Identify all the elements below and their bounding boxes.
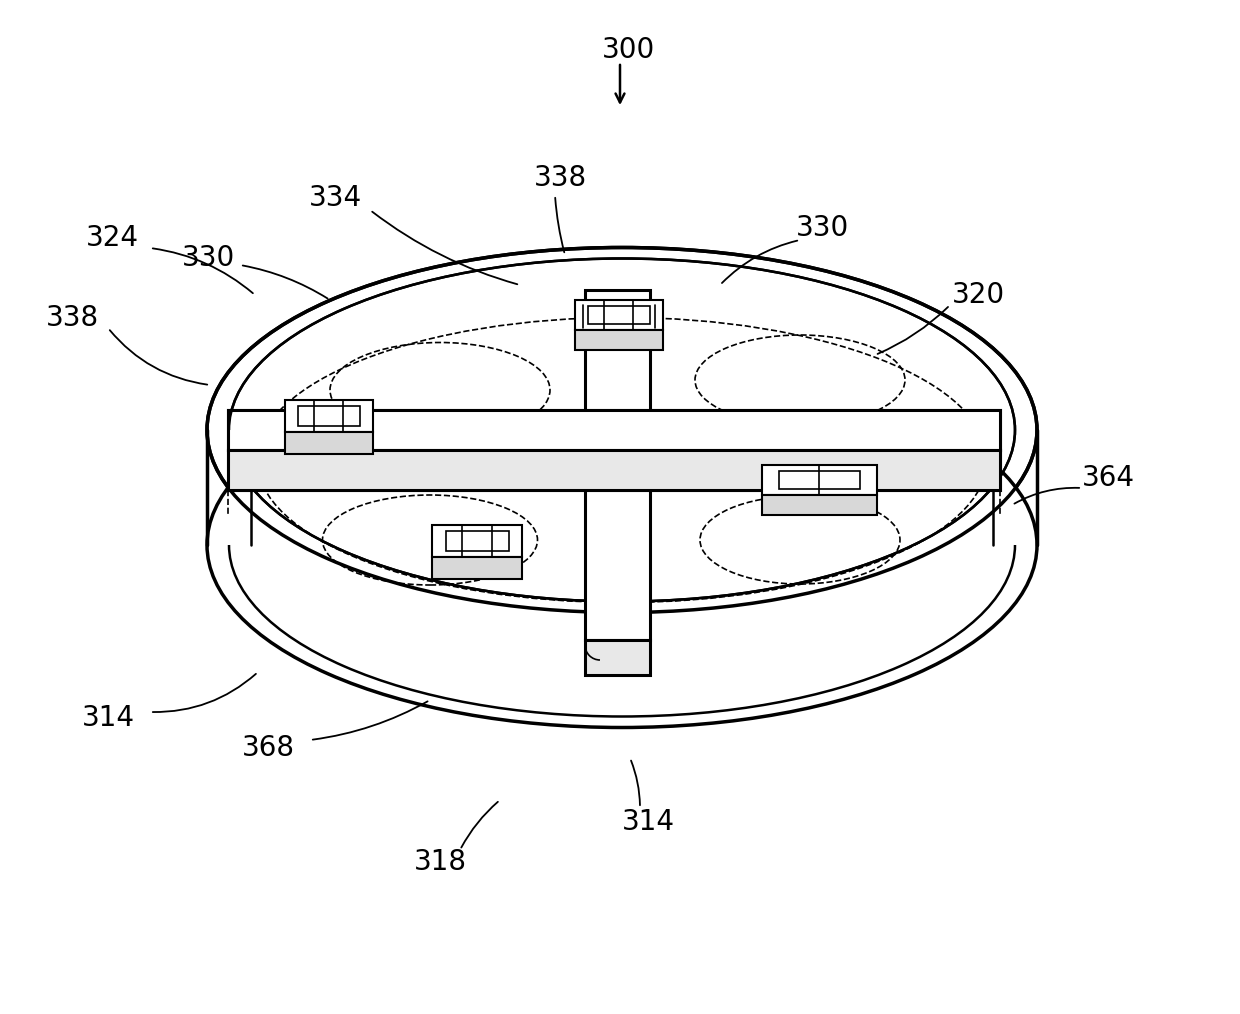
Text: 314: 314	[82, 704, 134, 732]
Ellipse shape	[207, 247, 1037, 612]
Text: 300: 300	[601, 37, 655, 64]
Text: 320: 320	[951, 281, 1004, 309]
Polygon shape	[228, 410, 999, 450]
Text: 338: 338	[46, 304, 98, 332]
Text: 324: 324	[86, 224, 139, 252]
Polygon shape	[575, 300, 663, 330]
Polygon shape	[763, 465, 877, 495]
Text: 338: 338	[533, 164, 587, 192]
Ellipse shape	[207, 362, 1037, 727]
Polygon shape	[432, 557, 522, 579]
Polygon shape	[432, 525, 522, 557]
Polygon shape	[285, 400, 373, 432]
Polygon shape	[585, 290, 650, 640]
Polygon shape	[228, 450, 999, 490]
Ellipse shape	[229, 259, 1016, 601]
Text: 368: 368	[242, 734, 295, 762]
Text: 334: 334	[309, 184, 362, 212]
Polygon shape	[585, 640, 650, 675]
Text: 330: 330	[181, 244, 234, 272]
Polygon shape	[228, 410, 999, 450]
Text: 364: 364	[1081, 464, 1135, 492]
Text: 330: 330	[795, 214, 848, 242]
Polygon shape	[575, 330, 663, 350]
Text: 314: 314	[621, 808, 675, 836]
Polygon shape	[285, 432, 373, 454]
Polygon shape	[763, 495, 877, 515]
Polygon shape	[228, 450, 999, 490]
Text: 318: 318	[413, 848, 466, 876]
